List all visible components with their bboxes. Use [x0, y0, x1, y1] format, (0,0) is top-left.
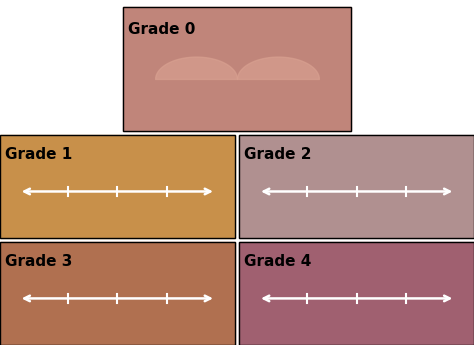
Text: Grade 1: Grade 1 — [5, 147, 72, 162]
Bar — [0, 241, 235, 345]
Bar — [123, 7, 351, 131]
Bar — [239, 241, 474, 345]
Bar — [123, 7, 351, 131]
Bar — [0, 135, 235, 238]
Text: Grade 2: Grade 2 — [244, 147, 311, 162]
Bar — [239, 135, 474, 238]
Text: Grade 0: Grade 0 — [128, 22, 195, 37]
Text: Grade 4: Grade 4 — [244, 254, 311, 269]
Bar — [239, 241, 474, 345]
Bar — [0, 135, 235, 238]
Bar — [239, 135, 474, 238]
Text: Grade 3: Grade 3 — [5, 254, 72, 269]
Bar — [0, 241, 235, 345]
